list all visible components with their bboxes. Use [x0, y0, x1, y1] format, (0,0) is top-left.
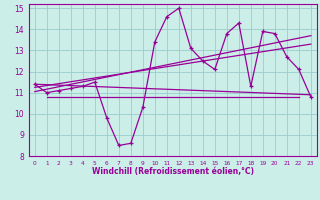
- X-axis label: Windchill (Refroidissement éolien,°C): Windchill (Refroidissement éolien,°C): [92, 167, 254, 176]
